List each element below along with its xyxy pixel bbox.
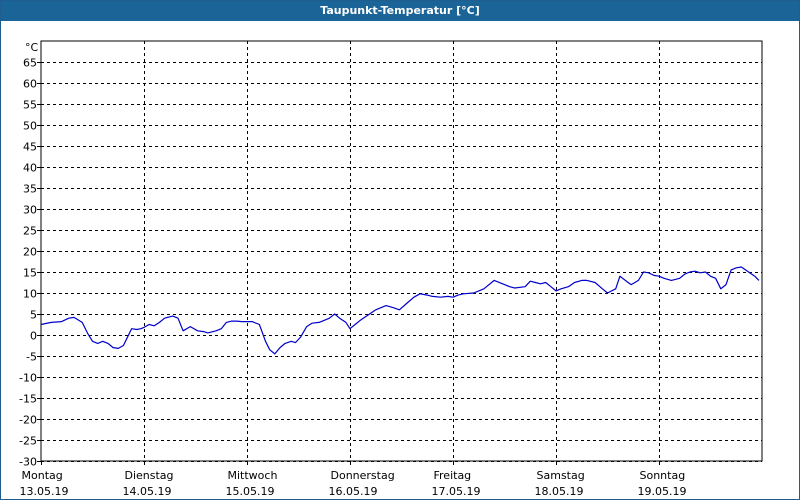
y-axis-ticks: -30 -25 -20 -15 -10 -5 0 5 10 15 20 25 30 35 40 45 50 55 6… xyxy=(19,57,41,469)
x-tick-date-label: 18.05.19 xyxy=(535,485,584,498)
y-axis-unit-label: °C xyxy=(25,41,39,54)
y-tick-label: 20 xyxy=(23,246,37,259)
x-tick-date-label: 15.05.19 xyxy=(226,485,275,498)
y-tick-label: -5 xyxy=(26,351,37,364)
y-tick-label: -15 xyxy=(19,393,37,406)
y-tick-label: 40 xyxy=(23,162,37,175)
grid-layer xyxy=(41,41,762,462)
x-tick-day-label: Montag xyxy=(22,469,63,482)
y-tick-label: 25 xyxy=(23,225,37,238)
x-axis-ticks: Montag 13.05.19 Dienstag 14.05.19 Mittwoch 15… xyxy=(20,461,687,498)
x-tick-day-label: Mittwoch xyxy=(228,469,278,482)
y-tick-label: -20 xyxy=(19,414,37,427)
y-tick-label: 15 xyxy=(23,267,37,280)
x-tick-day-label: Sonntag xyxy=(640,469,686,482)
x-tick-date-label: 19.05.19 xyxy=(638,485,687,498)
y-tick-label: 60 xyxy=(23,78,37,91)
y-tick-label: 50 xyxy=(23,120,37,133)
x-tick-date-label: 17.05.19 xyxy=(432,485,481,498)
y-tick-label: -30 xyxy=(19,456,37,469)
y-tick-label: 5 xyxy=(30,309,37,322)
y-tick-label: 30 xyxy=(23,204,37,217)
x-tick-date-label: 16.05.19 xyxy=(329,485,378,498)
y-tick-label: 0 xyxy=(30,330,37,343)
y-tick-label: 45 xyxy=(23,141,37,154)
x-tick-day-label: Samstag xyxy=(537,469,585,482)
chart-title: Taupunkt-Temperatur [°C] xyxy=(1,1,799,21)
y-tick-label: 10 xyxy=(23,288,37,301)
y-tick-label: -10 xyxy=(19,372,37,385)
x-tick-date-label: 13.05.19 xyxy=(20,485,69,498)
x-tick-day-label: Donnerstag xyxy=(331,469,395,482)
y-tick-label: 65 xyxy=(23,57,37,70)
dew-point-series-line xyxy=(40,266,760,355)
x-tick-day-label: Freitag xyxy=(434,469,472,482)
y-tick-label: -25 xyxy=(19,435,37,448)
y-tick-label: 55 xyxy=(23,99,37,112)
series-layer xyxy=(40,266,760,355)
x-tick-date-label: 14.05.19 xyxy=(123,485,172,498)
y-tick-label: 35 xyxy=(23,183,37,196)
x-tick-day-label: Dienstag xyxy=(125,469,174,482)
